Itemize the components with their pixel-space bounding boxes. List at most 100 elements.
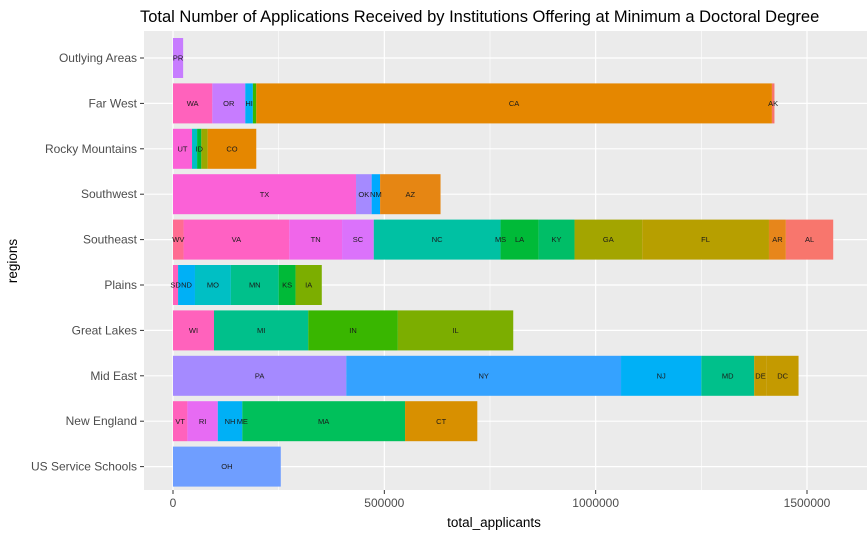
segment-label-az: AZ	[406, 190, 416, 199]
bar-segment-sd	[173, 265, 179, 305]
bar-segment-ia	[295, 265, 322, 305]
bar-segment-fl	[642, 219, 769, 260]
bar-segment-unlabeled	[201, 128, 208, 169]
bar-segment-unlabeled	[192, 128, 198, 169]
segment-label-pa: PA	[255, 371, 264, 380]
bar-segment-wa	[173, 83, 213, 124]
bar-segment-pa	[173, 355, 347, 396]
y-tick-label: Plains	[104, 278, 137, 292]
segment-label-id: ID	[195, 144, 203, 153]
bar-segment-nj	[621, 355, 702, 396]
segment-label-tn: TN	[311, 235, 321, 244]
bar-segment-oh	[173, 446, 281, 487]
bar-segment-va	[183, 219, 290, 260]
bar-segment-nc	[373, 219, 501, 260]
segment-label-wi: WI	[189, 326, 198, 335]
segment-label-ok: OK	[358, 190, 369, 199]
bar-segment-il	[397, 310, 514, 351]
bar-segment-ut	[173, 128, 193, 169]
bar-segment-ca	[256, 83, 772, 124]
segment-label-nm: NM	[370, 190, 382, 199]
segment-label-mn: MN	[249, 281, 261, 290]
chart-title: Total Number of Applications Received by…	[140, 8, 819, 26]
y-tick-label: New England	[66, 414, 137, 428]
segment-label-ct: CT	[436, 417, 446, 426]
segment-label-wv: WV	[172, 235, 184, 244]
bar-segment-md	[701, 355, 755, 396]
segment-label-ca: CA	[509, 99, 519, 108]
segment-label-ga: GA	[603, 235, 614, 244]
segment-label-ar: AR	[772, 235, 783, 244]
bar-segment-ct	[405, 401, 478, 442]
segment-label-ks: KS	[282, 281, 292, 290]
segment-label-nj: NJ	[657, 371, 666, 380]
bar-segment-or	[212, 83, 246, 124]
bar-segment-wv	[173, 219, 184, 260]
segment-label-ny: NY	[478, 371, 488, 380]
segment-label-sd: SD	[170, 281, 181, 290]
y-axis-title: regions	[5, 239, 20, 284]
bar-segment-ok	[356, 174, 372, 215]
segment-label-dc: DC	[777, 371, 788, 380]
y-tick-label: Far West	[89, 96, 138, 110]
x-tick-label: 0	[170, 496, 177, 510]
bar-segment-nd	[178, 265, 195, 305]
bar-segment-sc	[342, 219, 374, 260]
x-tick-label: 500000	[364, 496, 404, 510]
segment-label-nh: NH	[225, 417, 236, 426]
y-tick-label: Southwest	[81, 187, 138, 201]
bar-segment-la	[500, 219, 539, 260]
segment-label-de: DE	[755, 371, 765, 380]
y-tick-label: Rocky Mountains	[45, 142, 137, 156]
bar-segment-tx	[173, 174, 357, 215]
segment-label-nc: NC	[432, 235, 443, 244]
bar-segment-mo	[194, 265, 231, 305]
bar-segment-dc	[766, 355, 799, 396]
bar-segment-ri	[187, 401, 218, 442]
bar-segment-ny	[346, 355, 622, 396]
bar-segment-hi	[245, 83, 253, 124]
bar-segment-in	[308, 310, 398, 351]
segment-label-wa: WA	[187, 99, 199, 108]
segment-label-al: AL	[805, 235, 814, 244]
segment-label-il: IL	[452, 326, 458, 335]
bar-segment-nh	[217, 401, 243, 442]
segment-label-ut: UT	[178, 144, 188, 153]
axes: Outlying Areas Far West Rocky Mountains Sou…	[31, 51, 831, 510]
bar-segment-wi	[173, 310, 214, 351]
segment-label-pr: PR	[173, 54, 184, 63]
segment-label-ia: IA	[305, 281, 312, 290]
x-tick-label: 1500000	[784, 496, 831, 510]
segment-label-sc: SC	[353, 235, 364, 244]
bars	[173, 38, 834, 487]
y-tick-label: US Service Schools	[31, 460, 137, 474]
bar-segment-id	[197, 128, 202, 169]
x-tick-label: 1000000	[572, 496, 619, 510]
segment-label-me: ME	[237, 417, 248, 426]
segment-label-ma: MA	[318, 417, 329, 426]
segment-label-tx: TX	[260, 190, 270, 199]
bar-segment-mi	[213, 310, 309, 351]
bar-segment-nm	[371, 174, 381, 215]
segment-label-ri: RI	[199, 417, 207, 426]
bar-segment-ar	[768, 219, 786, 260]
segment-label-nd: ND	[181, 281, 192, 290]
segment-label-ms: MS	[495, 235, 506, 244]
segment-label-oh: OH	[221, 462, 232, 471]
segment-label-md: MD	[722, 371, 734, 380]
segment-label-ky: KY	[552, 235, 562, 244]
y-tick-label: Mid East	[90, 369, 137, 383]
bar-segment-co	[207, 128, 257, 169]
segment-label-hi: HI	[245, 99, 253, 108]
bar-segment-de	[754, 355, 767, 396]
segment-labels: PR WA OR HI CA AK UT ID CO TX OK NM AZ WV VA TN SC NC MS LA…	[170, 54, 814, 472]
segment-label-fl: FL	[701, 235, 710, 244]
segment-label-in: IN	[349, 326, 357, 335]
bar-segment-az	[380, 174, 441, 215]
bar-segment-pr	[173, 38, 184, 78]
y-tick-label: Southeast	[83, 233, 138, 247]
x-axis-title: total_applicants	[447, 515, 541, 530]
bar-segment-ky	[538, 219, 575, 260]
bar-segment-tn	[289, 219, 343, 260]
